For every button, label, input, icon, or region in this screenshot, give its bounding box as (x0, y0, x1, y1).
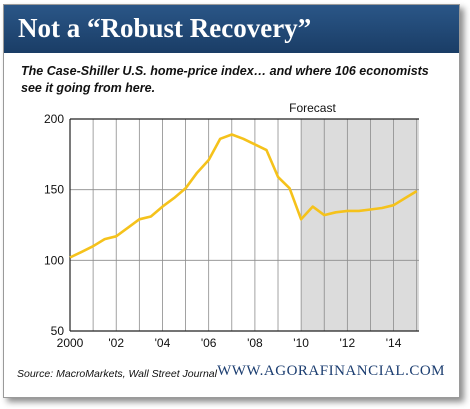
y-tick-label: 100 (44, 253, 64, 267)
series-line (69, 133, 418, 259)
y-tick-labels: 50 100 150 200 (44, 112, 64, 338)
chart-card: Not a “Robust Recovery” The Case-Shiller… (3, 4, 460, 398)
y-tick-label: 50 (51, 324, 65, 338)
x-tick-labels: 2000 '02 '04 '06 '08 '10 '12 '14 (57, 336, 402, 350)
axes (69, 118, 419, 332)
forecast-region (301, 119, 419, 331)
grid-lines (69, 119, 419, 331)
x-tick-label: 2000 (57, 336, 84, 350)
header-bar: Not a “Robust Recovery” (4, 5, 459, 53)
y-tick-label: 150 (44, 183, 64, 197)
x-tick-label: '02 (108, 336, 124, 350)
x-tick-label: '14 (386, 336, 402, 350)
x-tick-label: '04 (155, 336, 171, 350)
chart-subtitle: The Case-Shiller U.S. home-price index… … (21, 64, 429, 95)
x-tick-label: '12 (340, 336, 356, 350)
x-tick-label: '06 (201, 336, 217, 350)
page-title: Not a “Robust Recovery” (18, 13, 312, 43)
forecast-label: Forecast (289, 101, 336, 115)
line-chart: Forecast 50 100 150 200 2000 '02 '04 '06 '08 '10… (44, 101, 419, 350)
x-tick-label: '10 (293, 336, 309, 350)
site-url: WWW.AGORAFINANCIAL.COM (217, 363, 445, 379)
y-tick-label: 200 (44, 112, 64, 126)
x-tick-label: '08 (247, 336, 263, 350)
source-note: Source: MacroMarkets, Wall Street Journa… (17, 368, 217, 380)
